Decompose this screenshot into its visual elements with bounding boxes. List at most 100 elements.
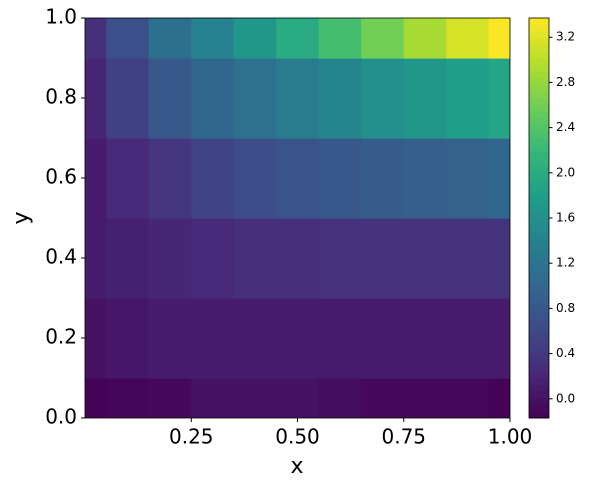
colorbar-step xyxy=(529,411,549,419)
colorbar-step xyxy=(529,78,549,86)
contour-cell xyxy=(233,378,277,418)
colorbar-step xyxy=(529,211,549,219)
colorbar-step xyxy=(529,111,549,119)
colorbar-tick-label: 2.8 xyxy=(556,75,575,89)
colorbar-step xyxy=(529,384,549,392)
contour-cell xyxy=(148,58,192,139)
y-tick-label: 0.6 xyxy=(45,165,77,189)
contour-cell xyxy=(446,298,490,379)
x-tick-label: 0.50 xyxy=(275,425,320,449)
colorbar-step xyxy=(529,24,549,32)
contour-cell xyxy=(276,218,320,299)
contour-cell xyxy=(276,58,320,139)
colorbar-step xyxy=(529,191,549,199)
colorbar-step xyxy=(529,131,549,139)
colorbar-step xyxy=(529,251,549,259)
colorbar-step xyxy=(529,204,549,212)
colorbar-step xyxy=(529,104,549,112)
contour-cell xyxy=(446,138,490,219)
contour-cell xyxy=(446,58,490,139)
contour-cell xyxy=(85,138,107,219)
colorbar-step xyxy=(529,378,549,386)
contour-cell xyxy=(85,58,107,139)
contour-cell xyxy=(361,218,405,299)
colorbar-tick-label: 2.0 xyxy=(556,165,575,179)
colorbar-step xyxy=(529,238,549,246)
colorbar-step xyxy=(529,144,549,152)
contour-cell xyxy=(191,58,235,139)
contour-cell xyxy=(148,378,192,418)
contour-cell xyxy=(233,298,277,379)
contour-cell xyxy=(191,298,235,379)
contour-cell xyxy=(85,298,107,379)
colorbar-step xyxy=(529,331,549,339)
colorbar-step xyxy=(529,391,549,399)
colorbar-step xyxy=(529,371,549,379)
y-tick-label: 0.0 xyxy=(45,405,77,429)
colorbar-tick-label: 0.8 xyxy=(556,301,575,315)
colorbar-step xyxy=(529,138,549,146)
colorbar-step xyxy=(529,151,549,159)
contour-cell xyxy=(318,138,362,219)
contour-cell xyxy=(191,378,235,418)
y-tick-label: 1.0 xyxy=(45,5,77,29)
colorbar-step xyxy=(529,324,549,332)
contour-cell xyxy=(403,138,447,219)
contour-cell xyxy=(446,218,490,299)
colorbar-step xyxy=(529,364,549,372)
colorbar-tick-label: 2.4 xyxy=(556,120,575,134)
colorbar-step xyxy=(529,284,549,292)
colorbar-step xyxy=(529,178,549,186)
colorbar-step xyxy=(529,184,549,192)
colorbar-step xyxy=(529,311,549,319)
contour-cell xyxy=(488,138,510,219)
contour-cell xyxy=(488,298,510,379)
contour-cell xyxy=(233,218,277,299)
colorbar-tick-label: 1.2 xyxy=(556,256,575,270)
contour-cell xyxy=(361,138,405,219)
contour-cell xyxy=(446,18,490,59)
contour-cell xyxy=(318,378,362,418)
contour-cell xyxy=(318,298,362,379)
colorbar-step xyxy=(529,278,549,286)
contour-cell xyxy=(191,138,235,219)
contour-cell xyxy=(361,58,405,139)
colorbar-step xyxy=(529,398,549,406)
contour-cell xyxy=(403,58,447,139)
colorbar-step xyxy=(529,98,549,106)
contour-cell xyxy=(276,138,320,219)
y-axis-label: y xyxy=(9,211,34,224)
contour-cell xyxy=(191,18,235,59)
colorbar-step xyxy=(529,38,549,46)
contour-cell xyxy=(233,58,277,139)
colorbar-tick-label: 0.4 xyxy=(556,346,575,360)
colorbar-step xyxy=(529,58,549,66)
colorbar-step xyxy=(529,118,549,126)
contour-cell xyxy=(106,58,150,139)
colorbar-step xyxy=(529,298,549,306)
contour-cell xyxy=(403,378,447,418)
contour-cell xyxy=(318,218,362,299)
contour-cell xyxy=(361,18,405,59)
contour-cell xyxy=(148,298,192,379)
colorbar-step xyxy=(529,71,549,79)
contour-cell xyxy=(106,18,150,59)
contour-cell xyxy=(488,18,510,59)
contour-cell xyxy=(148,218,192,299)
contour-cell xyxy=(488,218,510,299)
contour-cell xyxy=(488,378,510,418)
colorbar-step xyxy=(529,91,549,99)
y-tick-label: 0.4 xyxy=(45,245,77,269)
contour-cell xyxy=(106,298,150,379)
colorbar-tick-label: 1.6 xyxy=(556,211,575,225)
y-tick-label: 0.8 xyxy=(45,85,77,109)
contour-cell xyxy=(318,58,362,139)
colorbar-step xyxy=(529,318,549,326)
colorbar: 0.0 0.4 0.8 1.2 1.6 2.0 2.4 2.8 3.2 xyxy=(528,17,575,419)
colorbar-step xyxy=(529,218,549,226)
contour-cell xyxy=(106,218,150,299)
colorbar-step xyxy=(529,84,549,92)
contour-cell xyxy=(361,378,405,418)
contour-cell xyxy=(403,298,447,379)
